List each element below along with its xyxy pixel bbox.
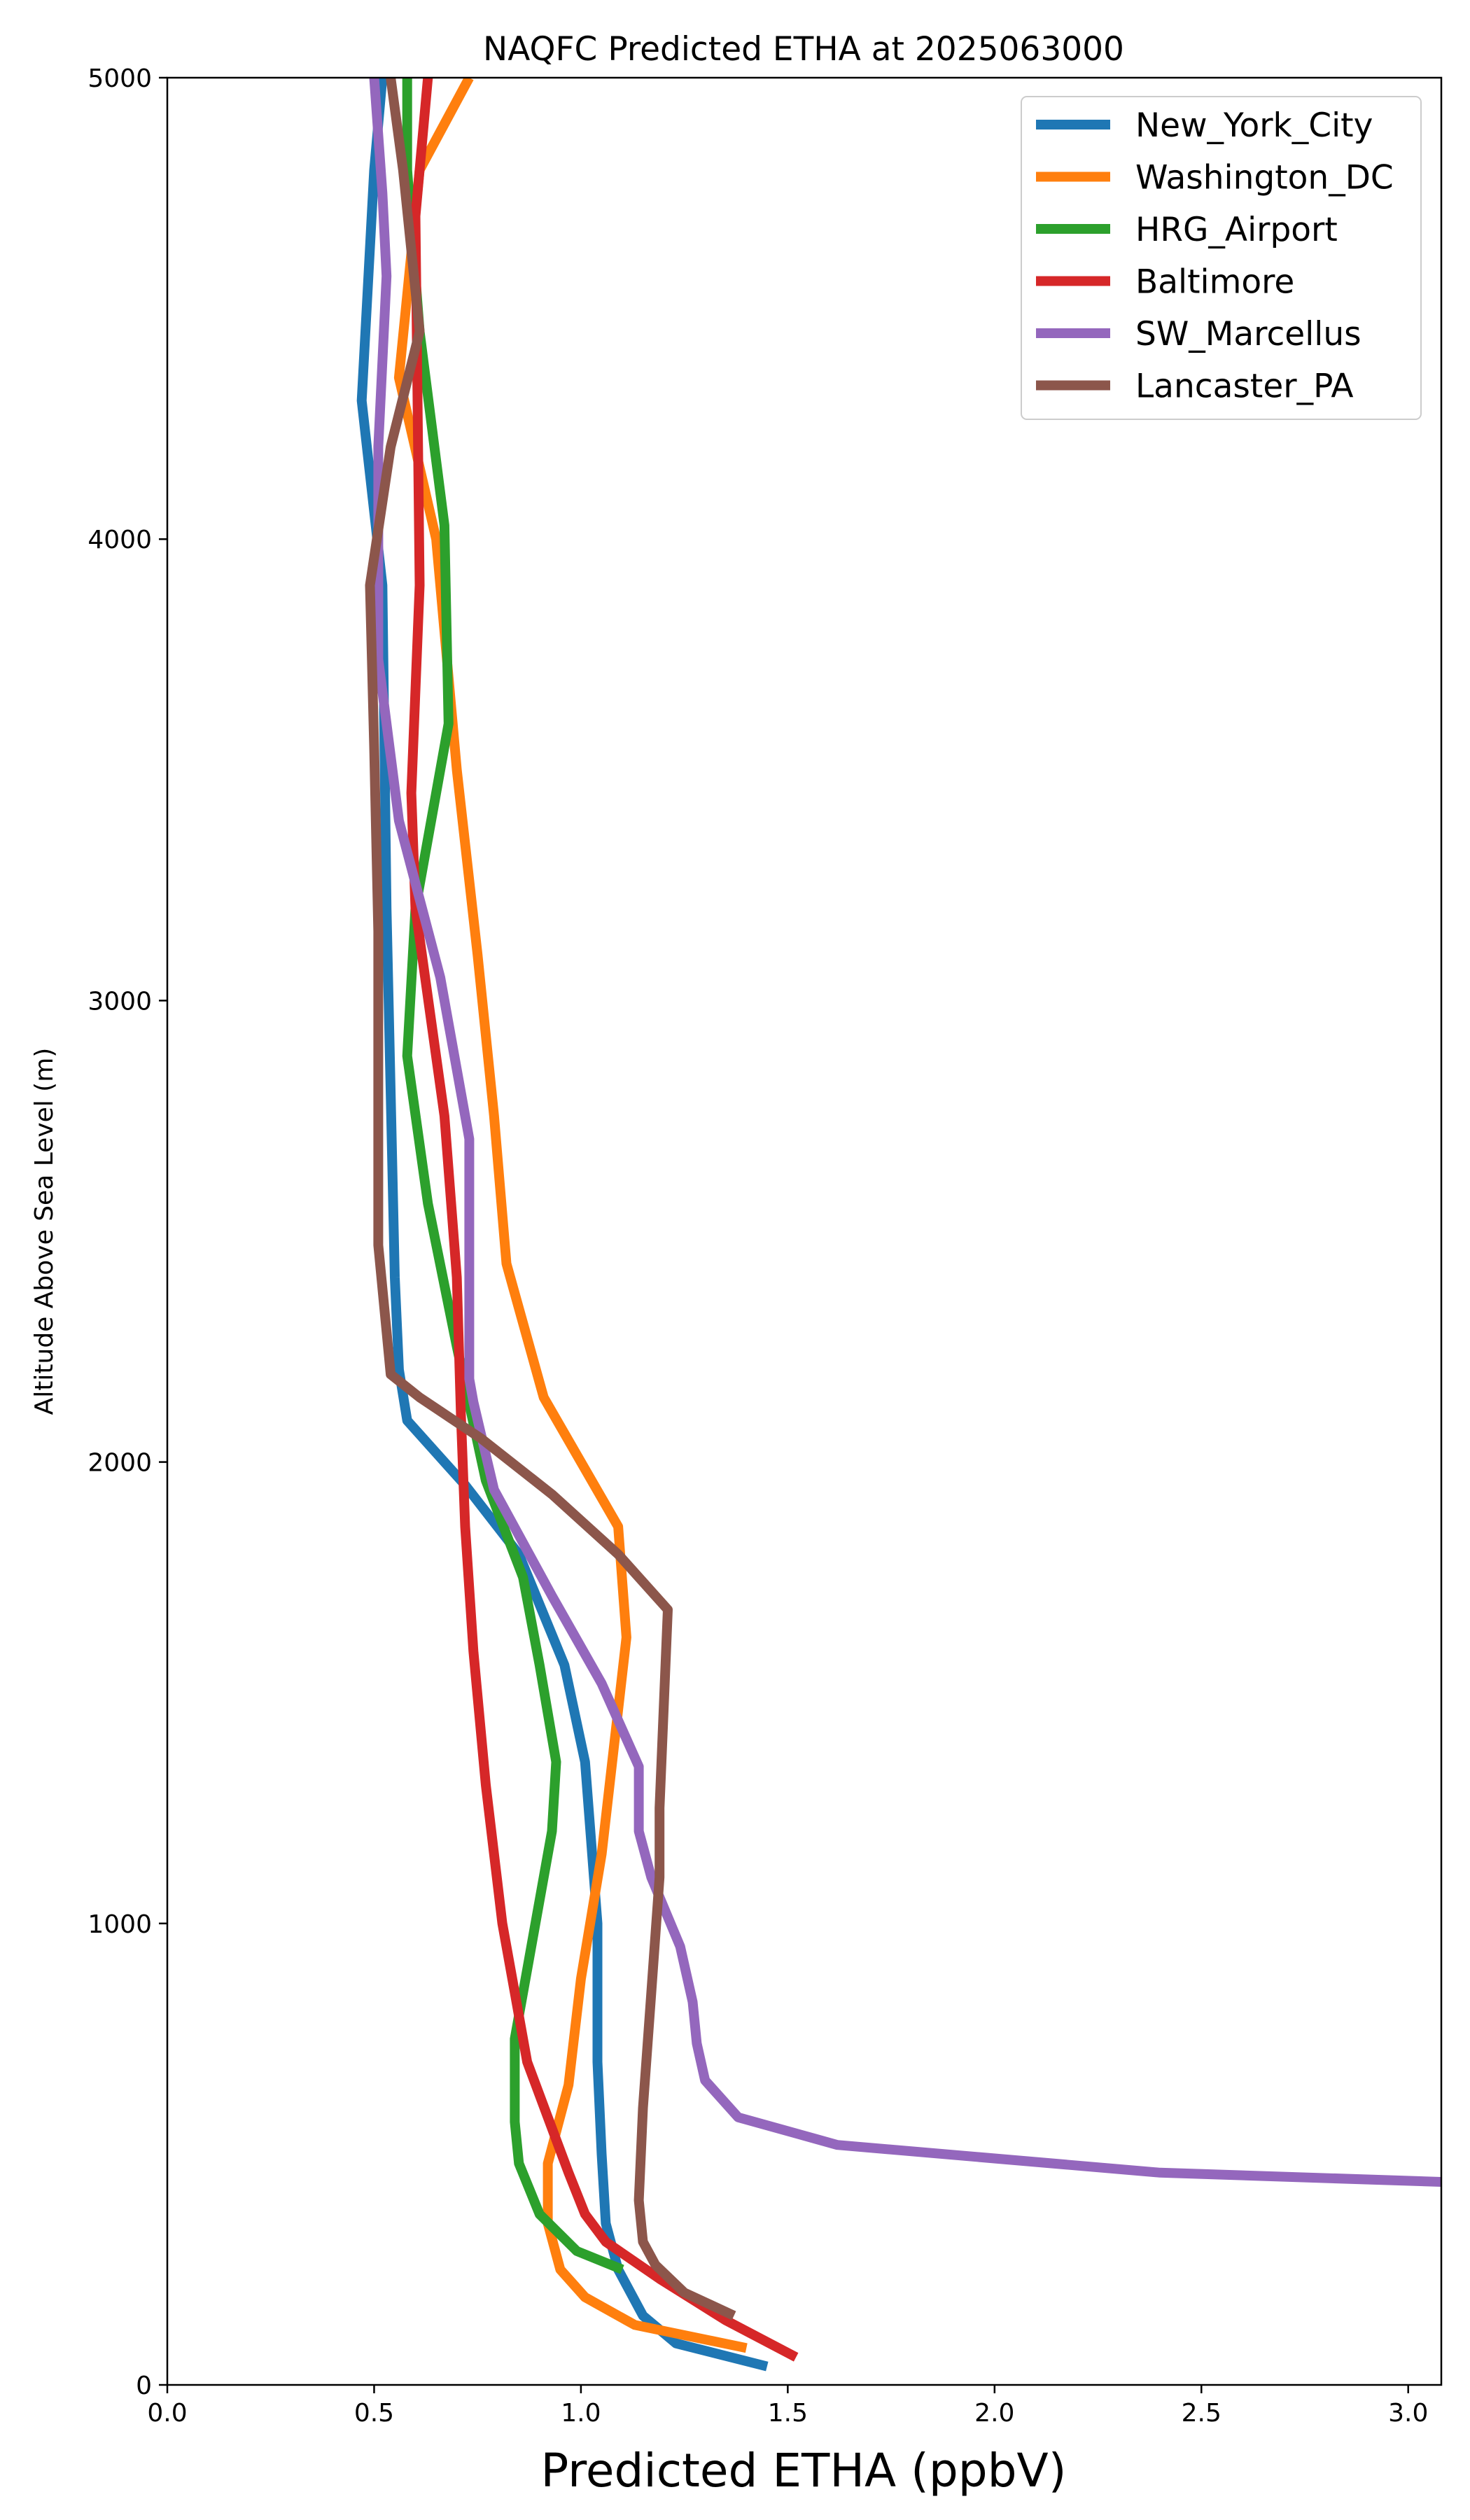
legend: New_York_City Washington_DC HRG_Airport Bal… <box>1021 96 1422 420</box>
legend-label: Lancaster_PA <box>1135 368 1354 406</box>
legend-frame <box>1021 96 1422 420</box>
y-tick-label: 1000 <box>88 1910 152 1939</box>
x-tick-label: 2.0 <box>974 2399 1014 2428</box>
series-line-washington-dc <box>393 78 748 2353</box>
y-axis: 0 1000 2000 3000 4000 5000 <box>88 64 167 2400</box>
legend-label: HRG_Airport <box>1135 211 1338 249</box>
legend-label: SW_Marcellus <box>1135 315 1362 354</box>
series-line-hrg-airport <box>402 78 624 2274</box>
chart-title: NAQFC Predicted ETHA at 2025063000 <box>483 30 1124 69</box>
x-tick-label: 3.0 <box>1388 2399 1428 2428</box>
x-axis: 0.0 0.5 1.0 1.5 2.0 2.5 3.0 <box>147 2385 1428 2428</box>
series-line-sw-marcellus <box>369 78 1441 2187</box>
x-axis-title: Predicted ETHA (ppbV) <box>541 2444 1067 2498</box>
series-layer <box>356 78 1441 2372</box>
x-tick-label: 0.0 <box>147 2399 187 2428</box>
legend-label: New_York_City <box>1135 106 1373 145</box>
y-tick-label: 4000 <box>88 526 152 554</box>
legend-label: Washington_DC <box>1135 159 1394 197</box>
y-axis-title: Altitude Above Sea Level (m) <box>30 1048 59 1415</box>
y-tick-label: 0 <box>136 2372 152 2400</box>
plot-frame <box>166 76 1443 2386</box>
x-tick-label: 1.5 <box>768 2399 808 2428</box>
legend-label: Baltimore <box>1135 263 1294 302</box>
series-line-lancaster-pa <box>365 78 736 2320</box>
x-tick-label: 1.0 <box>561 2399 601 2428</box>
x-tick-label: 2.5 <box>1182 2399 1222 2428</box>
x-tick-label: 0.5 <box>354 2399 394 2428</box>
y-tick-label: 2000 <box>88 1449 152 1478</box>
series-line-baltimore <box>406 78 799 2362</box>
y-tick-label: 3000 <box>88 987 152 1016</box>
y-tick-label: 5000 <box>88 64 152 93</box>
